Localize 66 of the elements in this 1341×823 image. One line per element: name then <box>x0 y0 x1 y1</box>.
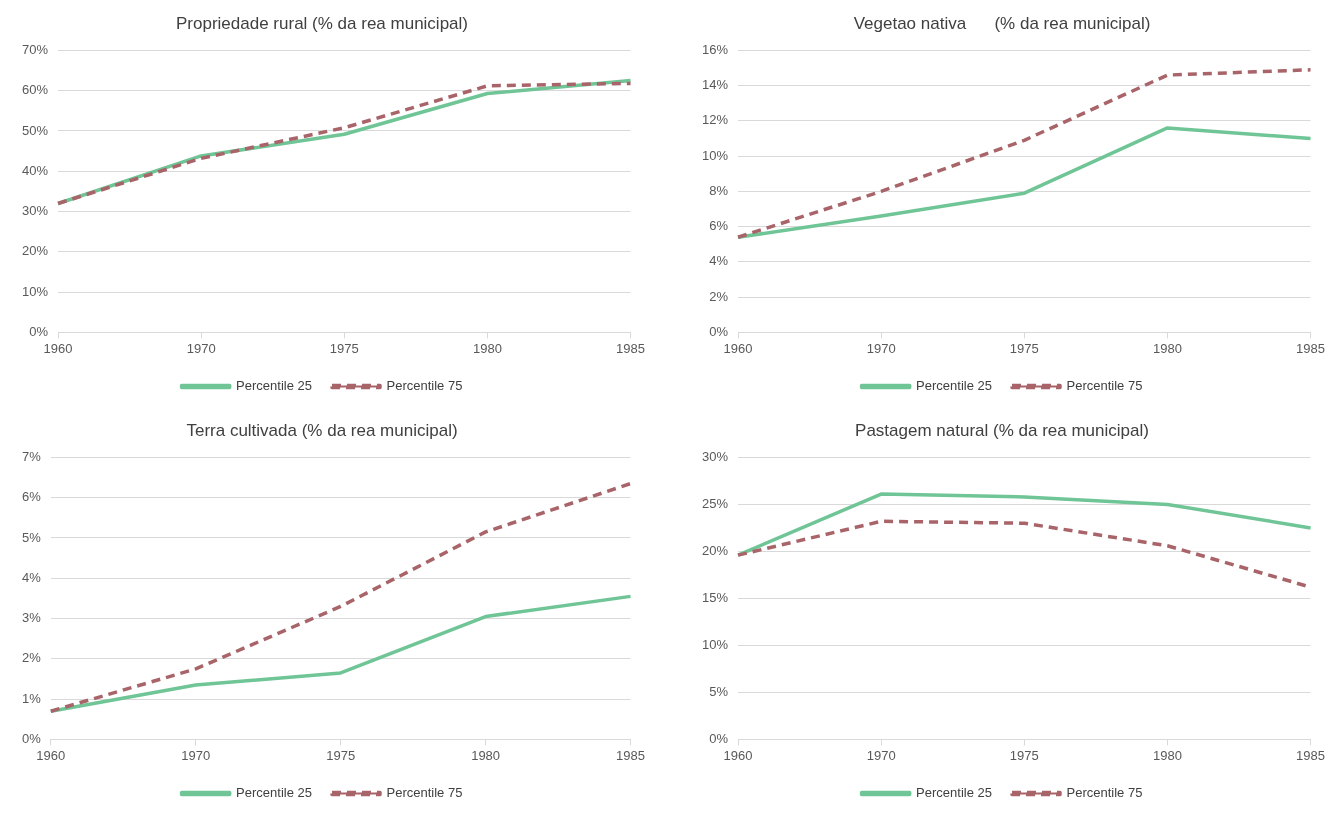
x-tick-label: 1980 <box>1152 747 1182 763</box>
y-tick-label: 4% <box>21 569 42 585</box>
x-tick-label: 1970 <box>186 340 216 356</box>
x-tick-label: 1975 <box>326 747 356 763</box>
x-tick-label: 1975 <box>1009 340 1039 356</box>
x-tick-label: 1980 <box>471 747 501 763</box>
x-tick-label: 1985 <box>616 340 645 356</box>
y-tick-label: 50% <box>21 122 49 138</box>
y-tick-label: 25% <box>701 495 729 511</box>
legend-label: Percentile 25 <box>916 785 993 801</box>
y-tick-label: 40% <box>21 162 49 178</box>
y-tick-label: 6% <box>709 218 729 234</box>
y-tick-label: 60% <box>21 82 49 98</box>
x-tick-label: 1970 <box>866 340 896 356</box>
chart-title: Vegetao nativa (% da rea municipal) <box>853 13 1151 33</box>
legend-label: Percentile 75 <box>386 785 463 801</box>
y-tick-label: 20% <box>21 243 49 259</box>
y-tick-label: 2% <box>21 650 42 666</box>
x-tick-label: 1970 <box>866 747 896 763</box>
chart-title: Terra cultivada (% da rea municipal) <box>186 420 458 440</box>
y-tick-label: 4% <box>709 253 729 269</box>
legend-label: Percentile 25 <box>916 378 993 394</box>
y-tick-label: 0% <box>709 323 729 339</box>
y-tick-label: 0% <box>21 730 42 746</box>
y-tick-label: 10% <box>701 636 729 652</box>
y-tick-label: 30% <box>21 203 49 219</box>
y-tick-label: 8% <box>709 182 729 198</box>
y-tick-label: 30% <box>701 448 729 464</box>
y-tick-label: 5% <box>709 683 729 699</box>
legend-label: Percentile 25 <box>236 378 313 394</box>
x-tick-label: 1960 <box>43 340 73 356</box>
chart-title: Pastagem natural (% da rea municipal) <box>855 420 1149 440</box>
legend-label: Percentile 75 <box>1066 785 1143 801</box>
y-tick-label: 20% <box>701 542 729 558</box>
y-tick-label: 70% <box>21 41 49 57</box>
y-tick-label: 12% <box>701 112 729 128</box>
line-series <box>49 481 633 713</box>
legend-label: Percentile 25 <box>236 785 313 801</box>
y-tick-label: 3% <box>21 610 42 626</box>
x-tick-label: 1980 <box>472 340 502 356</box>
x-tick-label: 1975 <box>329 340 359 356</box>
y-tick-label: 5% <box>21 529 42 545</box>
y-tick-label: 0% <box>709 730 729 746</box>
chart-title: Propriedade rural (% da rea municipal) <box>176 13 468 33</box>
y-tick-label: 15% <box>701 589 729 605</box>
x-tick-label: 1960 <box>723 340 753 356</box>
x-tick-label: 1985 <box>616 747 645 763</box>
y-tick-label: 10% <box>701 147 729 163</box>
legend-label: Percentile 75 <box>386 378 463 394</box>
y-tick-label: 16% <box>701 41 729 57</box>
y-tick-label: 14% <box>701 77 729 93</box>
y-tick-label: 1% <box>21 690 42 706</box>
x-tick-label: 1960 <box>36 747 66 763</box>
x-tick-label: 1985 <box>1296 340 1325 356</box>
y-tick-label: 2% <box>709 288 729 304</box>
legend-label: Percentile 75 <box>1066 378 1143 394</box>
x-tick-label: 1985 <box>1296 747 1325 763</box>
x-tick-label: 1970 <box>181 747 211 763</box>
x-tick-label: 1960 <box>723 747 753 763</box>
x-tick-label: 1980 <box>1152 340 1182 356</box>
y-tick-label: 10% <box>21 283 49 299</box>
y-tick-label: 0% <box>29 323 49 339</box>
x-tick-label: 1975 <box>1009 747 1039 763</box>
y-tick-label: 6% <box>21 489 42 505</box>
line-series <box>736 68 1313 239</box>
y-tick-label: 7% <box>21 448 42 464</box>
